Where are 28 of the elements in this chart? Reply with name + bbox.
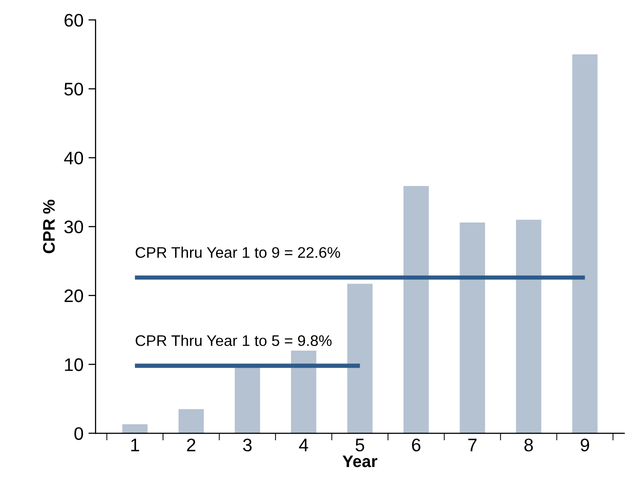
y-axis-title: CPR % bbox=[43, 200, 55, 254]
x-tick-label: 9 bbox=[580, 438, 590, 452]
x-tick-label: 1 bbox=[131, 438, 140, 452]
x-tick-label: 2 bbox=[187, 438, 196, 452]
bar bbox=[516, 220, 542, 434]
y-tick-label: 60 bbox=[64, 14, 84, 27]
y-tick-label: 10 bbox=[65, 358, 84, 372]
y-tick-label: 50 bbox=[64, 82, 84, 96]
x-tick-label: 6 bbox=[412, 438, 420, 452]
bar bbox=[347, 284, 373, 434]
annotation: CPR Thru Year 1 to 9 = 22.6% bbox=[136, 246, 340, 258]
bar bbox=[572, 54, 598, 434]
bar bbox=[291, 350, 316, 434]
x-tick-label: 8 bbox=[524, 438, 533, 452]
bar bbox=[178, 409, 204, 434]
x-tick-label: 3 bbox=[243, 438, 252, 452]
x-tick-label: 5 bbox=[356, 438, 364, 452]
x-tick-label: 4 bbox=[299, 438, 308, 452]
bar bbox=[234, 366, 260, 434]
x-tick-label: 7 bbox=[468, 438, 477, 452]
bar bbox=[460, 222, 486, 434]
x-axis-title: Year bbox=[342, 456, 378, 468]
y-tick-label: 40 bbox=[64, 152, 84, 164]
y-tick-label: 30 bbox=[64, 220, 84, 234]
annotation: CPR Thru Year 1 to 5 = 9.8% bbox=[136, 334, 332, 346]
y-tick-label: 20 bbox=[64, 289, 84, 302]
bar bbox=[403, 186, 429, 434]
y-tick-label: 0 bbox=[74, 427, 84, 440]
